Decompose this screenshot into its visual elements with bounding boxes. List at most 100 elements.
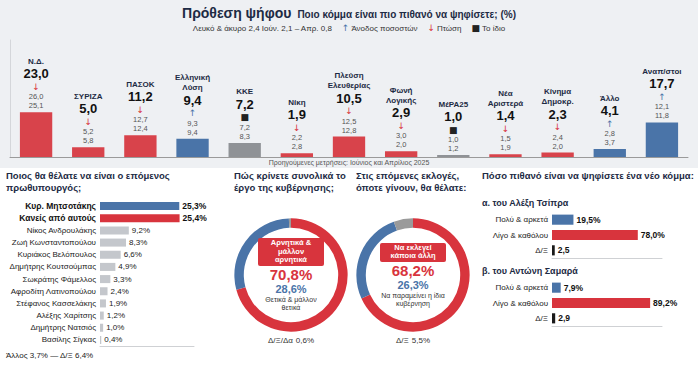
svg-text:4,9%: 4,9% bbox=[118, 262, 136, 271]
svg-text:Άλλο: Άλλο bbox=[600, 94, 620, 103]
svg-text:1,2%: 1,2% bbox=[107, 311, 125, 320]
svg-text:↓: ↓ bbox=[293, 123, 301, 133]
svg-text:1,0: 1,0 bbox=[444, 109, 462, 124]
svg-text:10,5: 10,5 bbox=[336, 91, 361, 106]
svg-text:Δημήτρης Νατσιός: Δημήτρης Νατσιός bbox=[30, 323, 96, 332]
svg-text:3,3%: 3,3% bbox=[113, 275, 131, 284]
svg-text:↑: ↑ bbox=[606, 119, 614, 129]
svg-text:↓: ↓ bbox=[554, 122, 562, 132]
svg-text:11,2: 11,2 bbox=[128, 89, 153, 104]
svg-text:Στέφανος Κασσελάκης: Στέφανος Κασσελάκης bbox=[16, 299, 96, 308]
svg-text:5,8: 5,8 bbox=[83, 136, 93, 145]
svg-text:↓: ↓ bbox=[397, 121, 405, 131]
svg-text:Σωκράτης Φάμελλος: Σωκράτης Φάμελλος bbox=[23, 275, 97, 284]
svg-text:1,0%: 1,0% bbox=[106, 323, 124, 332]
svg-text:8,3%: 8,3% bbox=[129, 238, 147, 247]
svg-text:9,3: 9,3 bbox=[187, 119, 197, 128]
svg-text:89,2%: 89,2% bbox=[653, 298, 678, 308]
svg-text:ΚΚΕ: ΚΚΕ bbox=[236, 87, 254, 96]
svg-text:25,4%: 25,4% bbox=[183, 213, 208, 223]
svg-text:5,0: 5,0 bbox=[79, 101, 97, 116]
svg-text:1,5: 1,5 bbox=[500, 134, 510, 143]
svg-text:12,1: 12,1 bbox=[655, 102, 670, 111]
svg-text:2,8: 2,8 bbox=[605, 129, 615, 138]
svg-text:23,0: 23,0 bbox=[23, 66, 48, 81]
svg-text:■: ■ bbox=[449, 125, 458, 135]
svg-text:3,0: 3,0 bbox=[396, 131, 406, 140]
svg-text:0,4%: 0,4% bbox=[104, 335, 122, 344]
svg-text:6,6%: 6,6% bbox=[124, 250, 142, 259]
svg-text:2,2: 2,2 bbox=[292, 133, 302, 142]
svg-text:Νέα: Νέα bbox=[498, 89, 512, 98]
svg-text:Νίκος Ανδρουλάκης: Νίκος Ανδρουλάκης bbox=[27, 226, 97, 235]
svg-text:2,0: 2,0 bbox=[396, 140, 406, 149]
svg-text:Κανείς από αυτούς: Κανείς από αυτούς bbox=[19, 213, 96, 223]
svg-text:Φωνή: Φωνή bbox=[390, 86, 413, 95]
svg-text:12,5: 12,5 bbox=[342, 117, 357, 126]
svg-text:2,0: 2,0 bbox=[552, 142, 562, 151]
svg-text:Κυριάκος Βελόπουλος: Κυριάκος Βελόπουλος bbox=[17, 250, 96, 259]
svg-text:ΜέΡΑ25: ΜέΡΑ25 bbox=[438, 100, 468, 109]
svg-text:↓: ↓ bbox=[345, 106, 353, 116]
svg-text:Ζωή Κωνσταντοπούλου: Ζωή Κωνσταντοπούλου bbox=[12, 238, 96, 247]
svg-text:Νίκη: Νίκη bbox=[288, 98, 305, 107]
svg-text:11,8: 11,8 bbox=[655, 111, 669, 120]
svg-text:■: ■ bbox=[240, 112, 249, 122]
svg-text:25,1: 25,1 bbox=[29, 101, 44, 110]
svg-text:↑: ↑ bbox=[658, 92, 666, 102]
svg-text:Αφροδίτη Λατινοπούλου: Αφροδίτη Λατινοπούλου bbox=[11, 287, 96, 296]
svg-text:1,2: 1,2 bbox=[448, 144, 458, 153]
svg-text:26,0: 26,0 bbox=[29, 92, 44, 101]
svg-text:↑: ↑ bbox=[189, 108, 197, 118]
svg-text:Πλεύση: Πλεύση bbox=[334, 71, 363, 80]
svg-text:↓: ↓ bbox=[502, 124, 510, 134]
svg-text:Αριστερά: Αριστερά bbox=[488, 99, 524, 108]
svg-text:ΣΥΡΙΖΑ: ΣΥΡΙΖΑ bbox=[74, 92, 103, 101]
svg-text:2,8: 2,8 bbox=[292, 142, 302, 151]
svg-text:Κίνημα: Κίνημα bbox=[544, 87, 571, 96]
svg-text:12,7: 12,7 bbox=[133, 115, 148, 124]
svg-text:2,4: 2,4 bbox=[552, 133, 562, 142]
svg-text:↓: ↓ bbox=[32, 82, 40, 92]
svg-text:5,2: 5,2 bbox=[83, 127, 93, 136]
svg-text:Κυρ. Μητσοτάκης: Κυρ. Μητσοτάκης bbox=[25, 201, 96, 211]
svg-text:2,9: 2,9 bbox=[392, 105, 410, 120]
svg-text:↓: ↓ bbox=[137, 105, 145, 115]
svg-text:12,4: 12,4 bbox=[133, 124, 148, 133]
svg-text:19,5%: 19,5% bbox=[576, 215, 601, 225]
svg-text:2,5: 2,5 bbox=[558, 245, 570, 255]
svg-text:Λογικής: Λογικής bbox=[386, 96, 416, 105]
svg-text:Λίγο & καθόλου: Λίγο & καθόλου bbox=[493, 299, 548, 308]
svg-text:Δ/Ξ: Δ/Ξ bbox=[535, 246, 548, 255]
svg-text:2,9: 2,9 bbox=[558, 313, 570, 323]
svg-text:1,0: 1,0 bbox=[448, 135, 458, 144]
svg-text:Πολύ & αρκετά: Πολύ & αρκετά bbox=[496, 283, 549, 292]
svg-text:ΠΑΣΟΚ: ΠΑΣΟΚ bbox=[126, 80, 155, 89]
svg-text:Λύση: Λύση bbox=[182, 83, 202, 92]
svg-text:12,8: 12,8 bbox=[342, 126, 357, 135]
svg-text:Δημοκρ.: Δημοκρ. bbox=[542, 97, 574, 106]
svg-text:Αλέξης Χαρίτσης: Αλέξης Χαρίτσης bbox=[36, 311, 96, 320]
svg-text:1,9: 1,9 bbox=[288, 107, 306, 122]
svg-text:Αναπ/στοι: Αναπ/στοι bbox=[642, 67, 681, 76]
svg-text:9,4: 9,4 bbox=[187, 128, 197, 137]
svg-text:9,2%: 9,2% bbox=[132, 226, 150, 235]
svg-text:Λίγο & καθόλου: Λίγο & καθόλου bbox=[493, 231, 548, 240]
svg-text:3,7: 3,7 bbox=[605, 138, 615, 147]
svg-text:Βασίλης Σίγκας: Βασίλης Σίγκας bbox=[42, 335, 96, 344]
svg-text:Δ/Ξ: Δ/Ξ bbox=[535, 314, 548, 323]
svg-text:2,3: 2,3 bbox=[549, 107, 567, 122]
svg-text:1,9: 1,9 bbox=[500, 143, 510, 152]
svg-text:7,2: 7,2 bbox=[239, 123, 249, 132]
svg-text:9,4: 9,4 bbox=[183, 93, 202, 108]
svg-text:1,4: 1,4 bbox=[496, 108, 515, 123]
svg-text:8,3: 8,3 bbox=[239, 132, 249, 141]
svg-text:Πολύ & αρκετά: Πολύ & αρκετά bbox=[496, 215, 549, 224]
svg-text:2,4%: 2,4% bbox=[111, 287, 129, 296]
svg-text:17,7: 17,7 bbox=[649, 76, 674, 91]
svg-text:7,2: 7,2 bbox=[236, 97, 254, 112]
svg-text:25,3%: 25,3% bbox=[182, 201, 207, 211]
svg-text:7,9%: 7,9% bbox=[564, 283, 584, 293]
svg-text:4,1: 4,1 bbox=[601, 103, 619, 118]
svg-text:Δημήτρης Κουτσούμπας: Δημήτρης Κουτσούμπας bbox=[10, 262, 97, 271]
